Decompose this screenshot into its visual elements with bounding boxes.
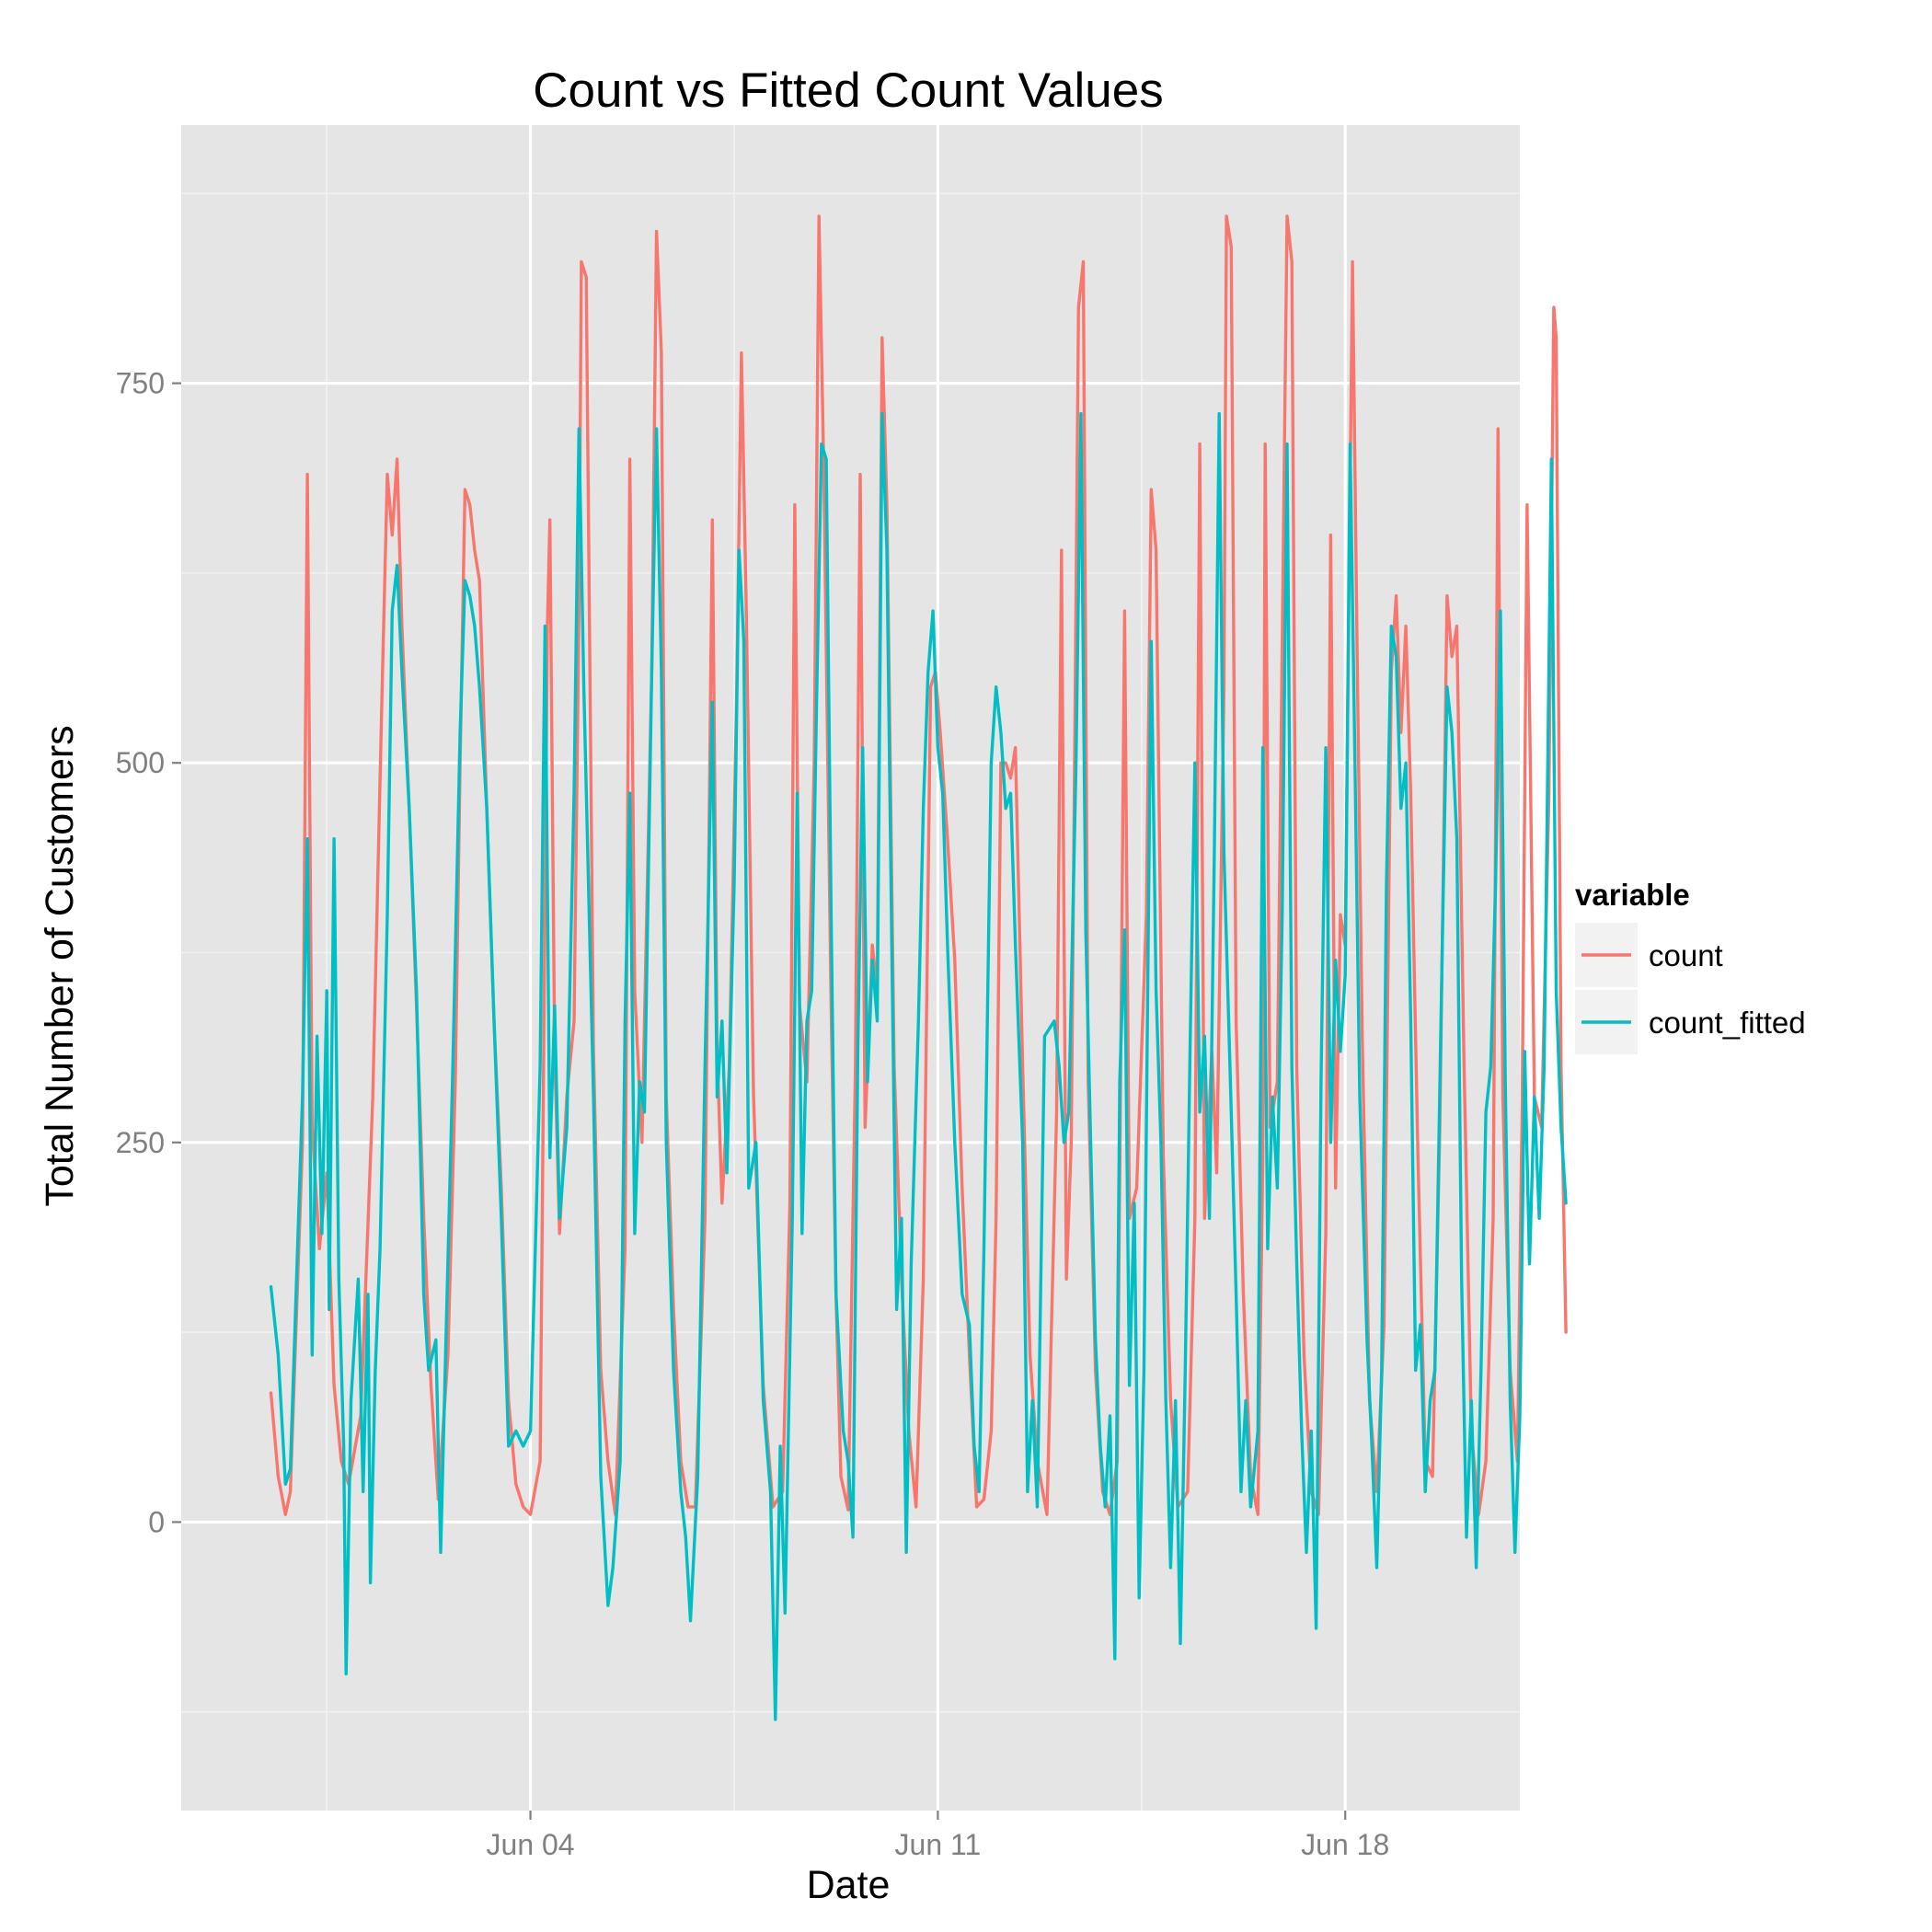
x-tick-label: Jun 04 bbox=[487, 1828, 575, 1861]
y-tick-label: 250 bbox=[116, 1126, 165, 1159]
y-tick-label: 500 bbox=[116, 746, 165, 779]
panel-background bbox=[181, 125, 1520, 1811]
x-tick-label: Jun 18 bbox=[1301, 1828, 1389, 1861]
plot-panel bbox=[181, 125, 1520, 1811]
series-line-count-fitted bbox=[269, 411, 1568, 1721]
y-axis-title: Total Number of Customers bbox=[38, 725, 82, 1206]
y-tick-label: 0 bbox=[148, 1505, 165, 1538]
x-axis-title: Date bbox=[807, 1863, 891, 1907]
y-tick-label: 750 bbox=[116, 367, 165, 400]
x-tick-label: Jun 11 bbox=[895, 1828, 982, 1861]
axes: 0 250 500 750 Jun 04 Jun 11 Jun 18 bbox=[116, 367, 1390, 1861]
legend-label-count-fitted: count_fitted bbox=[1649, 1006, 1806, 1040]
chart-title: Count vs Fitted Count Values bbox=[533, 63, 1163, 118]
legend-title: variable bbox=[1575, 878, 1690, 912]
legend-label-count: count bbox=[1649, 938, 1723, 972]
series-layer bbox=[269, 214, 1568, 1721]
legend: variable count count_fitted bbox=[1575, 878, 1806, 1054]
grid-lines bbox=[181, 125, 1520, 1811]
